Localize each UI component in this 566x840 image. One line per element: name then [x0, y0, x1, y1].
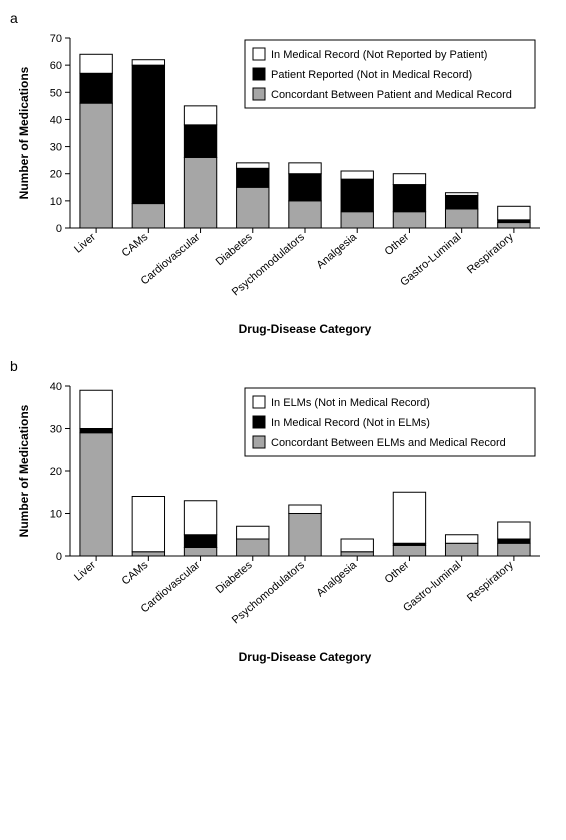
bar-segment — [289, 174, 321, 201]
legend-swatch — [253, 436, 265, 448]
bar-segment — [237, 539, 269, 556]
category-label: Analgesia — [314, 559, 359, 600]
svg-text:0: 0 — [56, 223, 62, 235]
bar-segment — [393, 174, 425, 185]
bar-segment — [132, 497, 164, 552]
legend-label: Patient Reported (Not in Medical Record) — [271, 69, 472, 81]
panel-a-label: a — [10, 10, 556, 26]
svg-text:40: 40 — [50, 381, 62, 393]
chart-b-svg: 010203040LiverCAMsCardiovascularDiabetes… — [10, 376, 556, 676]
legend-label: Concordant Between Patient and Medical R… — [271, 89, 512, 101]
category-label: CAMs — [120, 559, 151, 588]
panel-b: b 010203040LiverCAMsCardiovascularDiabet… — [10, 358, 556, 676]
bar-segment — [498, 522, 530, 539]
legend-label: Concordant Between ELMs and Medical Reco… — [271, 437, 506, 449]
chart-a-svg: 010203040506070LiverCAMsCardiovascularDi… — [10, 28, 556, 348]
bar-segment — [132, 552, 164, 556]
svg-text:10: 10 — [50, 509, 62, 521]
svg-text:30: 30 — [50, 424, 62, 436]
legend-swatch — [253, 416, 265, 428]
bar-segment — [80, 73, 112, 103]
bar-segment — [237, 187, 269, 228]
legend-swatch — [253, 88, 265, 100]
legend-label: In Medical Record (Not in ELMs) — [271, 417, 430, 429]
y-axis-title: Number of Medications — [17, 66, 31, 199]
svg-text:60: 60 — [50, 60, 62, 72]
bar-segment — [237, 526, 269, 539]
bar-segment — [184, 548, 216, 557]
svg-text:20: 20 — [50, 466, 62, 478]
bar-segment — [184, 535, 216, 548]
bar-segment — [80, 390, 112, 428]
legend-swatch — [253, 68, 265, 80]
bar-segment — [289, 201, 321, 228]
bar-segment — [445, 193, 477, 196]
category-label: Respiratory — [465, 559, 516, 605]
bar-segment — [341, 539, 373, 552]
bar-segment — [445, 543, 477, 556]
bar-segment — [132, 65, 164, 203]
category-label: Diabetes — [214, 231, 255, 268]
x-axis-title: Drug-Disease Category — [239, 322, 372, 336]
category-label: Other — [383, 559, 412, 586]
bar-segment — [498, 539, 530, 543]
bar-segment — [289, 163, 321, 174]
svg-text:40: 40 — [50, 114, 62, 126]
chart-b: 010203040LiverCAMsCardiovascularDiabetes… — [10, 376, 556, 676]
bar-segment — [445, 209, 477, 228]
svg-text:20: 20 — [50, 169, 62, 181]
bar-segment — [80, 429, 112, 433]
category-label: Diabetes — [214, 559, 255, 596]
bar-segment — [445, 195, 477, 209]
svg-text:70: 70 — [50, 33, 62, 45]
bar-segment — [393, 492, 425, 543]
bar-segment — [445, 535, 477, 544]
bar-segment — [393, 212, 425, 228]
bar-segment — [237, 163, 269, 168]
bar-segment — [80, 433, 112, 556]
category-label: Liver — [72, 231, 98, 256]
x-axis-title: Drug-Disease Category — [239, 650, 372, 664]
bar-segment — [237, 168, 269, 187]
bar-segment — [341, 179, 373, 212]
bar-segment — [498, 543, 530, 556]
bar-segment — [80, 54, 112, 73]
y-axis-title: Number of Medications — [17, 404, 31, 537]
panel-a: a 010203040506070LiverCAMsCardiovascular… — [10, 10, 556, 348]
svg-text:50: 50 — [50, 87, 62, 99]
legend-swatch — [253, 396, 265, 408]
bar-segment — [341, 212, 373, 228]
bar-segment — [80, 103, 112, 228]
bar-segment — [184, 106, 216, 125]
bar-segment — [498, 223, 530, 228]
bar-segment — [393, 545, 425, 556]
bar-segment — [184, 125, 216, 158]
bar-segment — [341, 552, 373, 556]
legend-label: In ELMs (Not in Medical Record) — [271, 397, 430, 409]
category-label: Respiratory — [465, 231, 516, 277]
svg-text:0: 0 — [56, 551, 62, 563]
category-label: CAMs — [120, 231, 151, 260]
category-label: Analgesia — [314, 231, 359, 272]
category-label: Other — [383, 231, 412, 258]
svg-text:10: 10 — [50, 196, 62, 208]
bar-segment — [498, 206, 530, 220]
legend-label: In Medical Record (Not Reported by Patie… — [271, 49, 487, 61]
svg-text:30: 30 — [50, 142, 62, 154]
legend-swatch — [253, 48, 265, 60]
bar-segment — [289, 514, 321, 557]
bar-segment — [289, 505, 321, 514]
bar-segment — [393, 185, 425, 212]
chart-a: 010203040506070LiverCAMsCardiovascularDi… — [10, 28, 556, 348]
bar-segment — [132, 204, 164, 228]
bar-segment — [132, 60, 164, 65]
bar-segment — [184, 157, 216, 228]
bar-segment — [341, 171, 373, 179]
category-label: Liver — [72, 559, 98, 584]
panel-b-label: b — [10, 358, 556, 374]
bar-segment — [184, 501, 216, 535]
